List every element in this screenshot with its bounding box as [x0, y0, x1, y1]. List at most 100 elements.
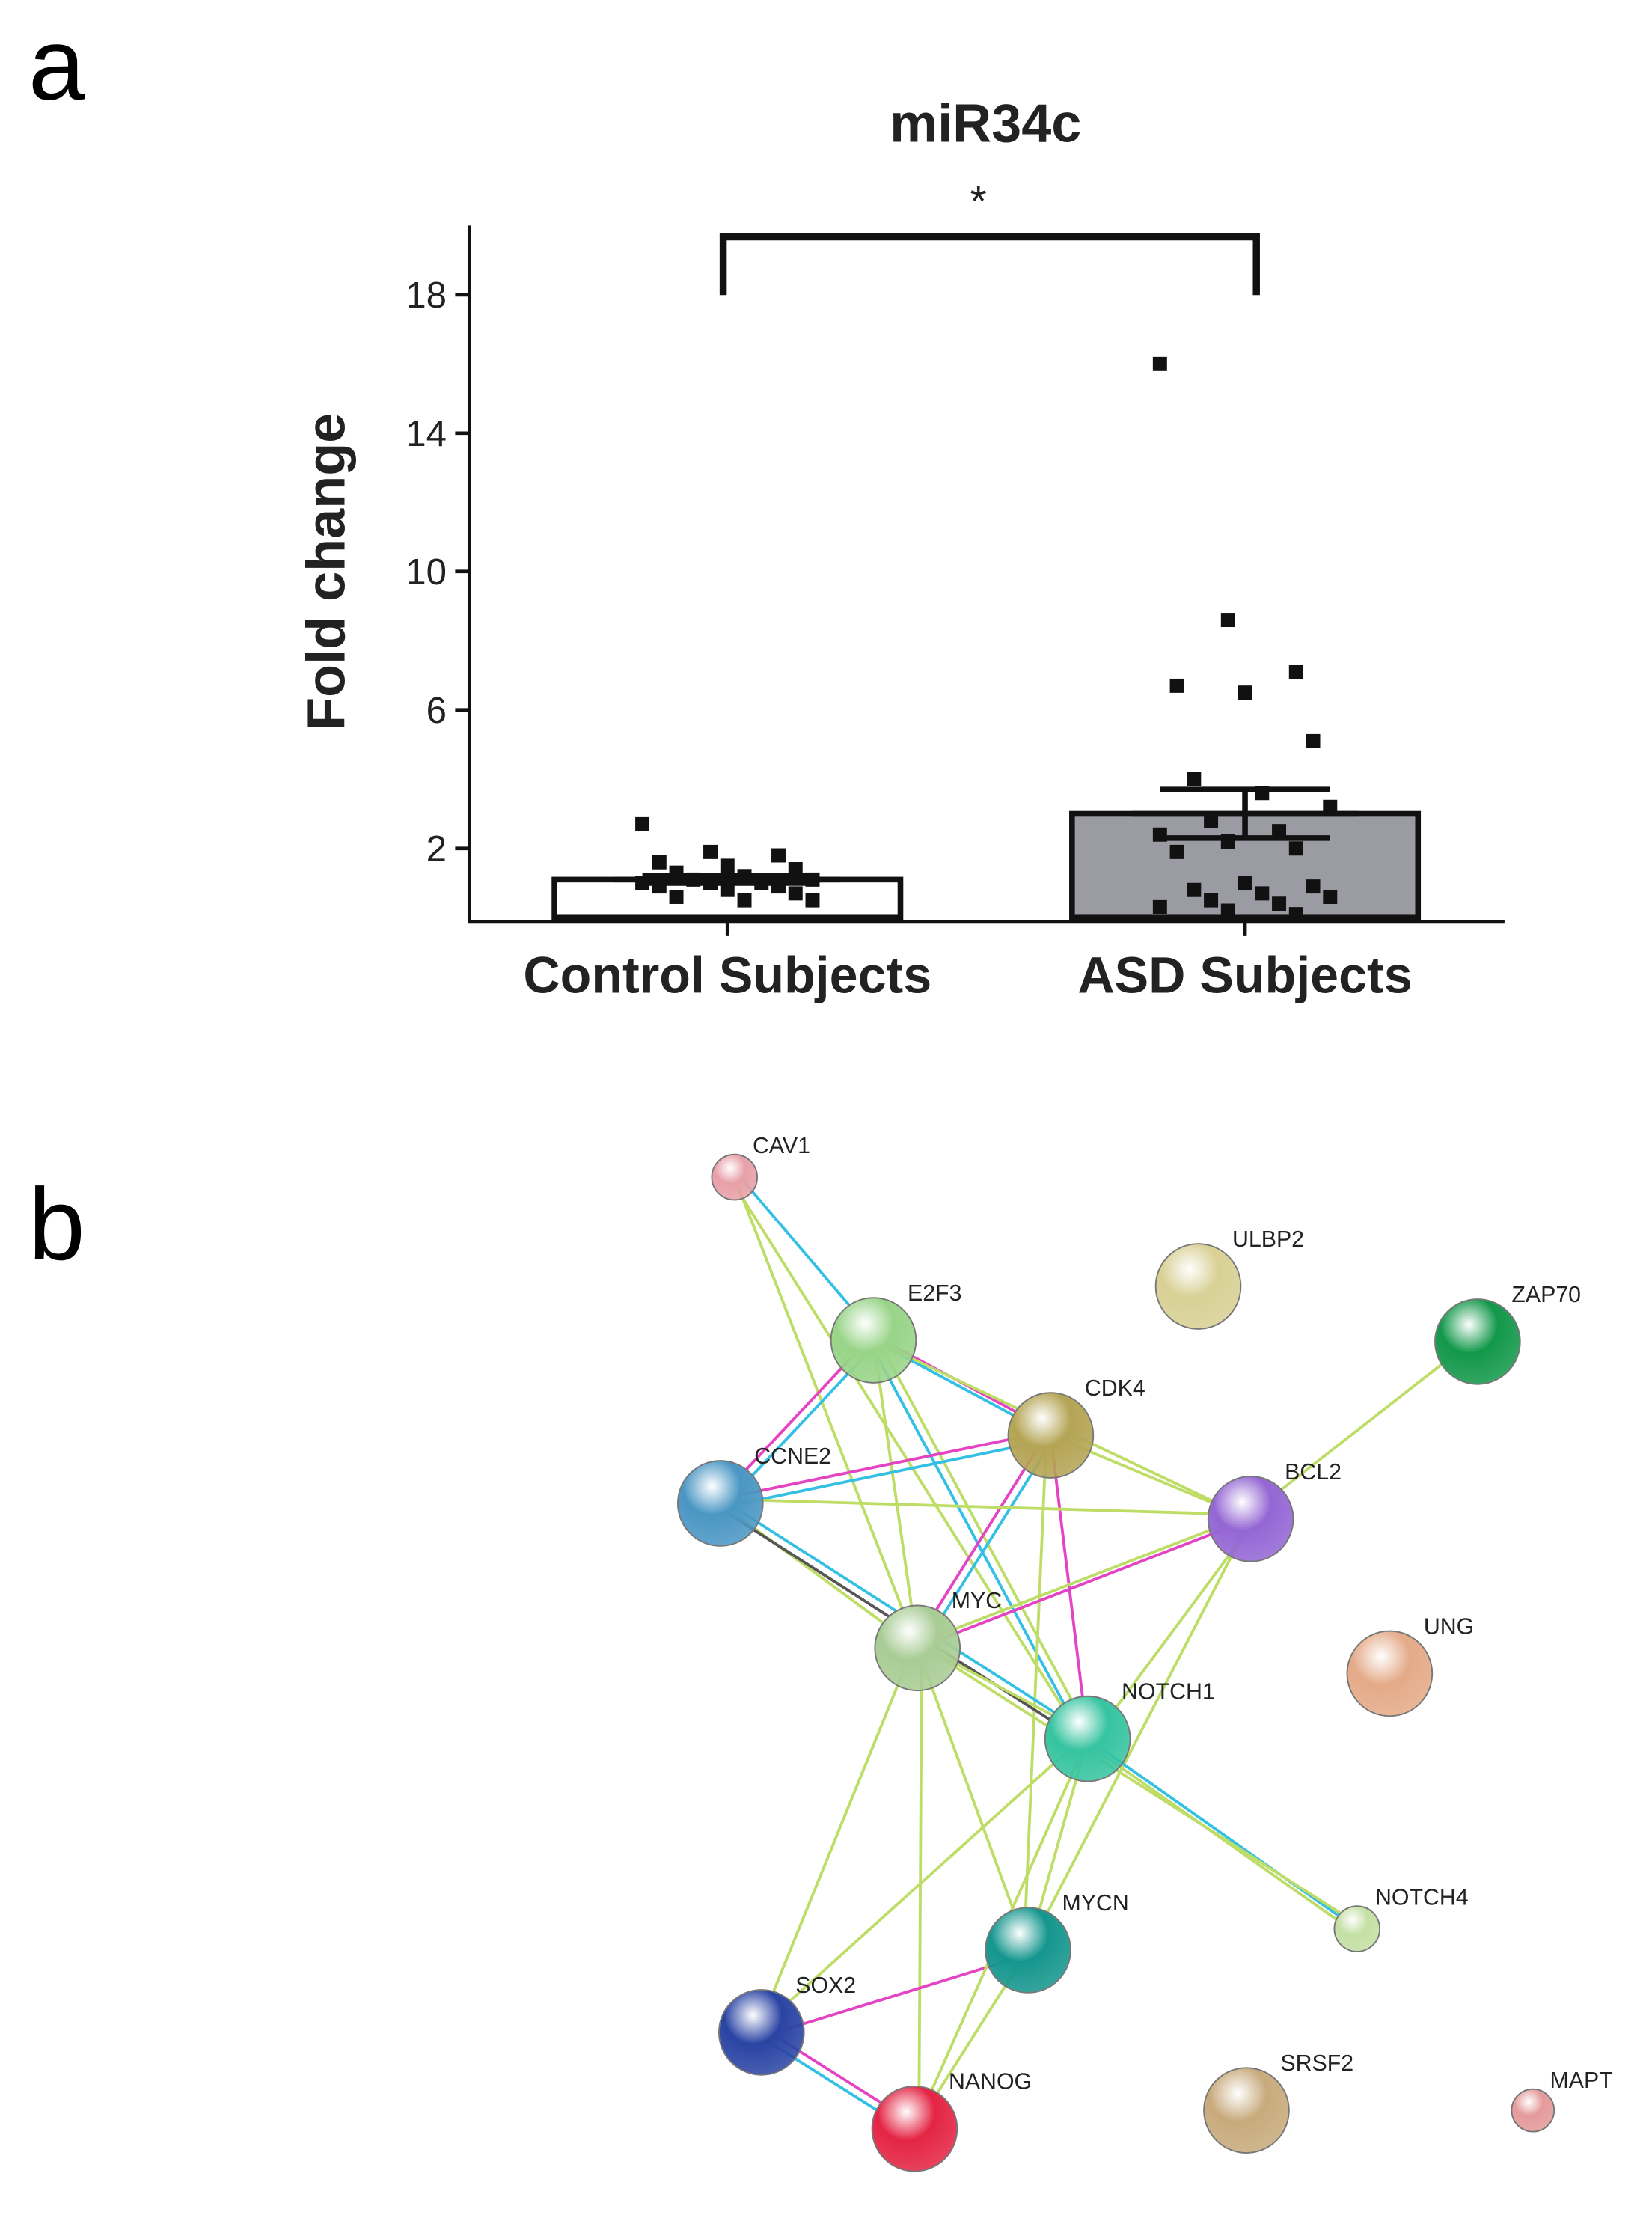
node-label: NOTCH4 — [1375, 1886, 1469, 1910]
node-label: NOTCH1 — [1122, 1680, 1215, 1705]
network-node — [1007, 1392, 1095, 1479]
network-edge — [919, 1643, 1360, 1927]
data-point — [788, 886, 803, 901]
data-point — [1169, 844, 1184, 859]
network-edge — [1022, 1435, 1048, 1950]
network-edge — [756, 1646, 915, 2032]
network-node — [1511, 2088, 1555, 2133]
network-node — [1154, 1243, 1242, 1330]
chart-title: miR34c — [890, 94, 1081, 154]
network-node — [1333, 1905, 1381, 1952]
data-point — [1306, 733, 1321, 748]
significance-bracket — [719, 233, 1260, 296]
data-point — [1288, 907, 1303, 922]
network-node — [830, 1297, 917, 1384]
data-point — [1306, 879, 1321, 894]
y-tick-label: 14 — [406, 413, 447, 454]
node-label: MYC — [952, 1589, 1002, 1613]
node-label: CAV1 — [753, 1134, 810, 1158]
network: CAV1 E2F3 ULBP2 ZAP70 CDK4 CCNE2 BCL2 MYC UNG NOT… — [676, 1134, 1613, 2172]
data-point — [1288, 841, 1303, 856]
node-label: ULBP2 — [1232, 1227, 1304, 1252]
data-point — [1272, 896, 1287, 911]
y-tick-label: 10 — [406, 552, 447, 593]
data-point — [720, 858, 735, 873]
node-label: ZAP70 — [1511, 1283, 1581, 1307]
y-tick-label: 6 — [426, 690, 447, 731]
error-bar — [1131, 786, 1359, 841]
network-node — [985, 1907, 1071, 1994]
network-edge — [1089, 1521, 1255, 1743]
panel-label: b — [28, 1167, 85, 1281]
data-point — [1272, 824, 1287, 839]
network-edge — [721, 1438, 1052, 1509]
node-label: SRSF2 — [1280, 2051, 1353, 2076]
network-edge — [917, 1648, 923, 2129]
y-tick-label: 18 — [406, 275, 447, 316]
data-point — [1323, 799, 1338, 814]
data-point — [1288, 665, 1303, 679]
network-edge — [1246, 1336, 1476, 1517]
network-node — [718, 1989, 805, 2076]
data-point — [1220, 613, 1235, 628]
network-edge — [917, 1518, 1252, 1650]
network-node — [1203, 2067, 1290, 2154]
data-point — [1152, 899, 1167, 914]
network-edge — [1086, 1738, 1358, 1931]
network-node — [1346, 1630, 1434, 1717]
panel-label: a — [28, 7, 85, 121]
network-node — [1044, 1695, 1131, 1782]
node-label: MAPT — [1550, 2068, 1613, 2093]
network-node — [874, 1604, 961, 1692]
data-point — [669, 890, 684, 904]
network-edge — [915, 1513, 1250, 1646]
data-point — [1220, 903, 1235, 918]
significance: * — [970, 178, 987, 225]
node-label: UNG — [1424, 1614, 1474, 1639]
data-point — [1238, 685, 1252, 700]
node-label: SOX2 — [795, 1973, 856, 1998]
network-node — [871, 2086, 958, 2172]
node-label: CCNE2 — [754, 1444, 831, 1469]
y-tick-label: 2 — [426, 828, 447, 870]
data-point — [1204, 893, 1219, 908]
network-edge — [916, 1647, 1030, 1951]
data-point — [1323, 890, 1338, 904]
node-label: CDK4 — [1085, 1376, 1145, 1401]
data-point — [805, 893, 820, 908]
data-point — [703, 844, 718, 859]
data-point — [737, 893, 752, 908]
network-edge — [1027, 1518, 1252, 1951]
network-edge — [732, 1176, 920, 1649]
data-point — [788, 862, 803, 876]
network-edge — [1049, 1435, 1089, 1739]
x-tick-label: Control Subjects — [523, 947, 931, 1004]
network-edge — [868, 1341, 1086, 1742]
data-point — [1187, 772, 1202, 786]
network-edge — [872, 1339, 920, 1649]
network-node — [676, 1460, 764, 1547]
data-point — [652, 855, 667, 870]
network-node — [1207, 1476, 1294, 1562]
x-tick-label: ASD Subjects — [1077, 947, 1412, 1004]
data-point — [771, 848, 786, 863]
network-edge — [875, 1337, 1093, 1738]
network-node — [1434, 1298, 1521, 1385]
data-point — [1255, 886, 1270, 901]
data-point — [635, 816, 650, 831]
node-label: E2F3 — [908, 1281, 961, 1306]
data-point — [720, 882, 735, 897]
data-point — [1204, 813, 1219, 828]
node-label: MYCN — [1062, 1891, 1129, 1916]
data-point — [1152, 356, 1167, 371]
network-edge — [719, 1429, 1050, 1501]
node-label: NANOG — [949, 2070, 1032, 2095]
node-label: BCL2 — [1285, 1460, 1342, 1485]
y-axis-label: Fold change — [297, 413, 357, 730]
network-edge — [720, 1497, 1251, 1517]
data-point — [1187, 882, 1202, 897]
network-edge — [757, 1734, 1086, 2031]
data-point — [1238, 876, 1252, 890]
